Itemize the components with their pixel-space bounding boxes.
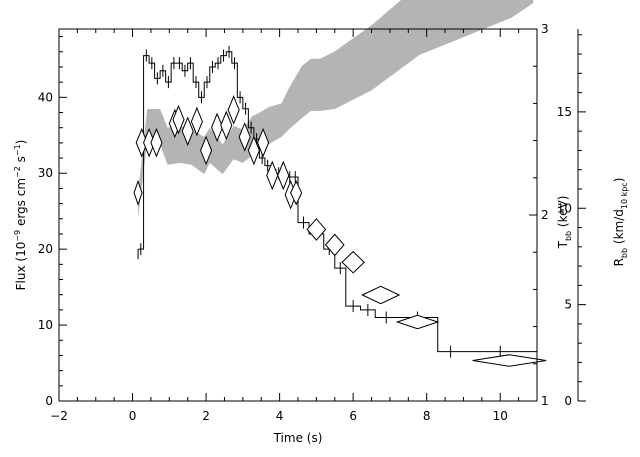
kev-tick-label: 3 [541, 22, 549, 36]
temperature-band [138, 0, 534, 219]
x-tick-label: 8 [423, 409, 431, 423]
radius-tick-label: 5 [564, 298, 572, 312]
radius-point [324, 233, 345, 257]
x-axis-title: Time (s) [273, 431, 323, 445]
radius-tick-label: 15 [557, 105, 572, 119]
radius-point [220, 110, 233, 141]
radius-point [247, 135, 260, 166]
radius-point [150, 127, 163, 158]
radius-point [200, 135, 213, 166]
radius-tick-label: 0 [564, 394, 572, 408]
radius-point [277, 160, 290, 191]
blackbody-radius-layer [133, 95, 547, 367]
radius-point [190, 106, 203, 137]
x-tick-label: 2 [202, 409, 210, 423]
radius-point [472, 354, 547, 367]
radius-point [238, 122, 251, 152]
radius-point [341, 250, 365, 274]
flux-tick-label: 30 [38, 166, 53, 180]
x-tick-label: 0 [129, 409, 137, 423]
temperature-band-layer [138, 0, 534, 219]
flux-tick-label: 0 [45, 394, 53, 408]
x-tick-label: 6 [349, 409, 357, 423]
kev-tick-label: 1 [541, 394, 549, 408]
radius-point [133, 179, 143, 206]
flux-tick-label: 40 [38, 90, 53, 104]
radius-point [395, 314, 440, 330]
radius-point [172, 104, 185, 135]
flux-tick-label: 10 [38, 318, 53, 332]
kev-tick-label: 2 [541, 208, 549, 222]
radius-axis-title: Rbb (km/d10 kpc) [612, 178, 629, 267]
radius-point [361, 285, 401, 305]
flux-tick-label: 20 [38, 242, 53, 256]
left-axis-title: Flux (10−9 ergs cm−2 s−1) [13, 140, 28, 291]
radius-point [181, 116, 194, 146]
x-tick-label: 10 [493, 409, 508, 423]
radius-tick-label: 10 [557, 201, 572, 215]
kev-axis-title: Tbb (keV) [556, 196, 573, 250]
x-tick-label: −2 [50, 409, 68, 423]
radius-point [306, 218, 327, 241]
radius-point [227, 95, 240, 125]
radius-point [290, 180, 303, 206]
radius-point [257, 127, 270, 158]
x-tick-label: 4 [276, 409, 284, 423]
